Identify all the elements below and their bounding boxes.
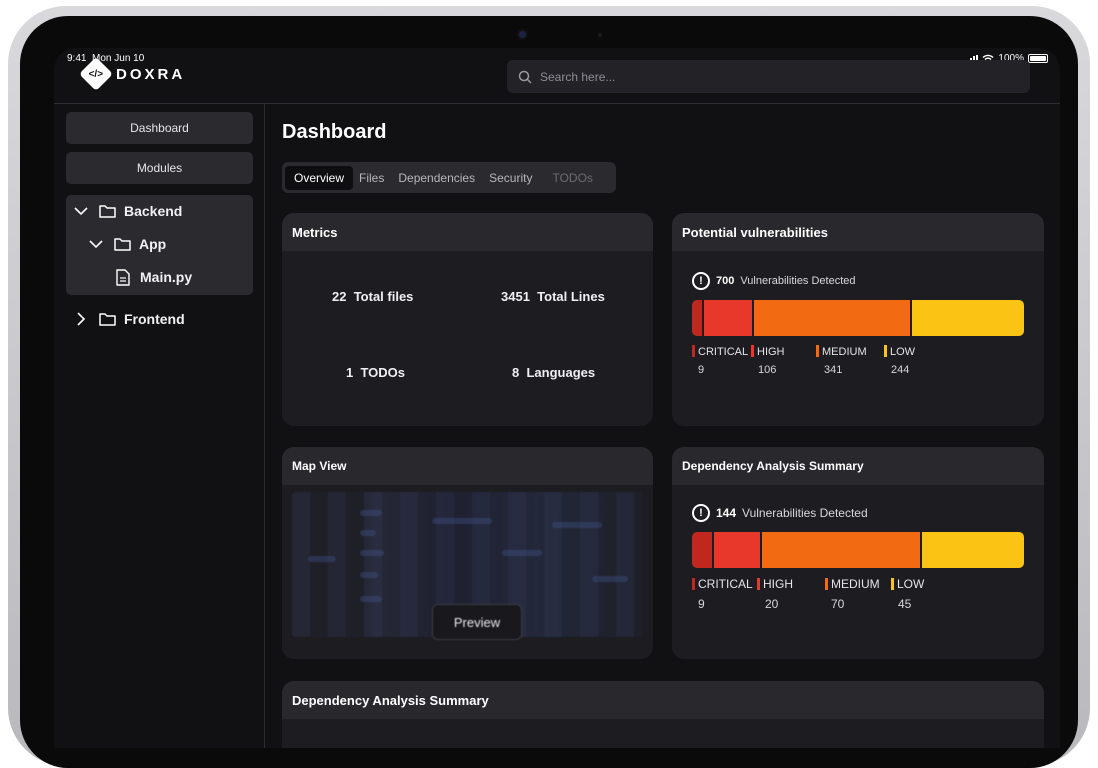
vulnerabilities-total: 700 — [716, 275, 735, 287]
brand-logo[interactable]: </> DOXRA — [79, 57, 186, 91]
tab-dependencies[interactable]: Dependencies — [398, 170, 476, 185]
map-view-title: Map View — [282, 447, 653, 485]
dependency-summary-card: Dependency Analysis Summary ! 144 Vulner… — [672, 447, 1044, 659]
metrics-card-title: Metrics — [282, 213, 653, 251]
tab-bar: Overview Files Dependencies Security TOD… — [282, 162, 616, 193]
legend-low-value: 45 — [898, 597, 912, 611]
camera-icon — [519, 31, 526, 38]
legend-low-value: 244 — [891, 364, 910, 376]
chevron-down-icon[interactable] — [87, 235, 105, 253]
dependency-summary-total: ! 144 Vulnerabilities Detected — [692, 504, 868, 522]
dependency-total-label: Vulnerabilities Detected — [742, 506, 868, 520]
search-icon — [518, 70, 532, 84]
bar-segment-low — [922, 532, 1024, 568]
search-bar[interactable] — [507, 60, 1030, 93]
brand-name: DOXRA — [116, 65, 186, 83]
legend-medium: MEDIUM — [816, 345, 867, 358]
app-screen: 9:41 Mon Jun 10 100% </> DOXRA Dashboard… — [54, 48, 1060, 748]
bar-segment-critical — [692, 532, 713, 568]
vulnerabilities-bar — [692, 300, 1024, 336]
dependency-total: 144 — [716, 506, 737, 520]
metric-todos: 1 TODOs — [346, 365, 406, 380]
legend-low: LOW — [884, 345, 915, 358]
tab-todos: TODOs — [552, 170, 593, 185]
bar-segment-critical — [692, 300, 702, 336]
vulnerabilities-card: Potential vulnerabilities ! 700 Vulnerab… — [672, 213, 1044, 426]
logo-icon: </> — [79, 57, 113, 91]
dependency-summary-card-2: Dependency Analysis Summary — [282, 681, 1044, 748]
map-preview-image: Preview — [292, 492, 643, 640]
tree-item-app[interactable]: App — [87, 235, 166, 253]
tree-item-label: App — [139, 236, 167, 252]
tab-security[interactable]: Security — [489, 170, 533, 185]
metric-languages: 8 Languages — [512, 365, 596, 380]
folder-icon — [98, 310, 116, 328]
sidebar-dashboard-button[interactable]: Dashboard — [66, 112, 253, 144]
tree-item-label: Main.py — [140, 269, 193, 285]
alert-icon: ! — [692, 272, 710, 290]
bar-segment-low — [912, 300, 1024, 336]
legend-low: LOW — [891, 577, 924, 591]
metric-total-files: 22 Total files — [332, 289, 414, 304]
tree-item-label: Frontend — [124, 311, 185, 327]
tree-item-frontend[interactable]: Frontend — [72, 310, 185, 328]
dependency-summary-title-2: Dependency Analysis Summary — [282, 681, 1044, 719]
sidebar-divider — [264, 103, 265, 748]
bar-segment-high — [703, 300, 753, 336]
legend-high: HIGH — [757, 577, 793, 591]
legend-medium: MEDIUM — [825, 577, 880, 591]
legend-critical-value: 9 — [698, 364, 705, 376]
sensor-dot — [598, 33, 602, 37]
tree-item-label: Backend — [124, 203, 183, 219]
chevron-right-icon[interactable] — [72, 310, 90, 328]
legend-critical-value: 9 — [698, 597, 705, 611]
status-time: 9:41 Mon Jun 10 — [67, 53, 145, 64]
tree-item-backend[interactable]: Backend — [72, 202, 182, 220]
preview-button[interactable]: Preview — [432, 604, 522, 640]
bar-segment-medium — [761, 532, 921, 568]
metrics-card: Metrics 22 Total files 3451 Total Lines … — [282, 213, 653, 426]
search-input[interactable] — [540, 69, 980, 84]
vulnerabilities-summary: ! 700 Vulnerabilities Detected — [692, 272, 856, 290]
tab-overview[interactable]: Overview — [285, 165, 354, 190]
legend-medium-value: 70 — [831, 597, 845, 611]
dependency-summary-title: Dependency Analysis Summary — [672, 447, 1044, 485]
legend-high-value: 20 — [765, 597, 779, 611]
header-divider — [54, 103, 1060, 104]
tab-files[interactable]: Files — [359, 170, 385, 185]
bar-segment-high — [714, 532, 760, 568]
dependency-bar — [692, 532, 1024, 568]
page-title: Dashboard — [282, 121, 387, 143]
alert-icon: ! — [692, 504, 710, 522]
legend-critical: CRITICAL — [692, 345, 748, 358]
file-icon — [114, 268, 132, 286]
folder-icon — [113, 235, 131, 253]
legend-high-value: 106 — [758, 364, 777, 376]
vulnerabilities-total-label: Vulnerabilities Detected — [740, 275, 856, 287]
map-view-card: Map View Preview — [282, 447, 653, 659]
bar-segment-medium — [754, 300, 911, 336]
legend-medium-value: 341 — [824, 364, 843, 376]
sidebar-modules-button[interactable]: Modules — [66, 152, 253, 184]
chevron-down-icon[interactable] — [72, 202, 90, 220]
metric-total-lines: 3451 Total Lines — [501, 289, 605, 304]
legend-critical: CRITICAL — [692, 577, 753, 591]
legend-high: HIGH — [751, 345, 785, 358]
folder-icon — [98, 202, 116, 220]
tree-item-main-py[interactable]: Main.py — [114, 268, 192, 286]
vulnerabilities-card-title: Potential vulnerabilities — [672, 213, 1044, 251]
battery-percent: 100% — [998, 53, 1024, 64]
battery-icon — [1028, 54, 1048, 63]
